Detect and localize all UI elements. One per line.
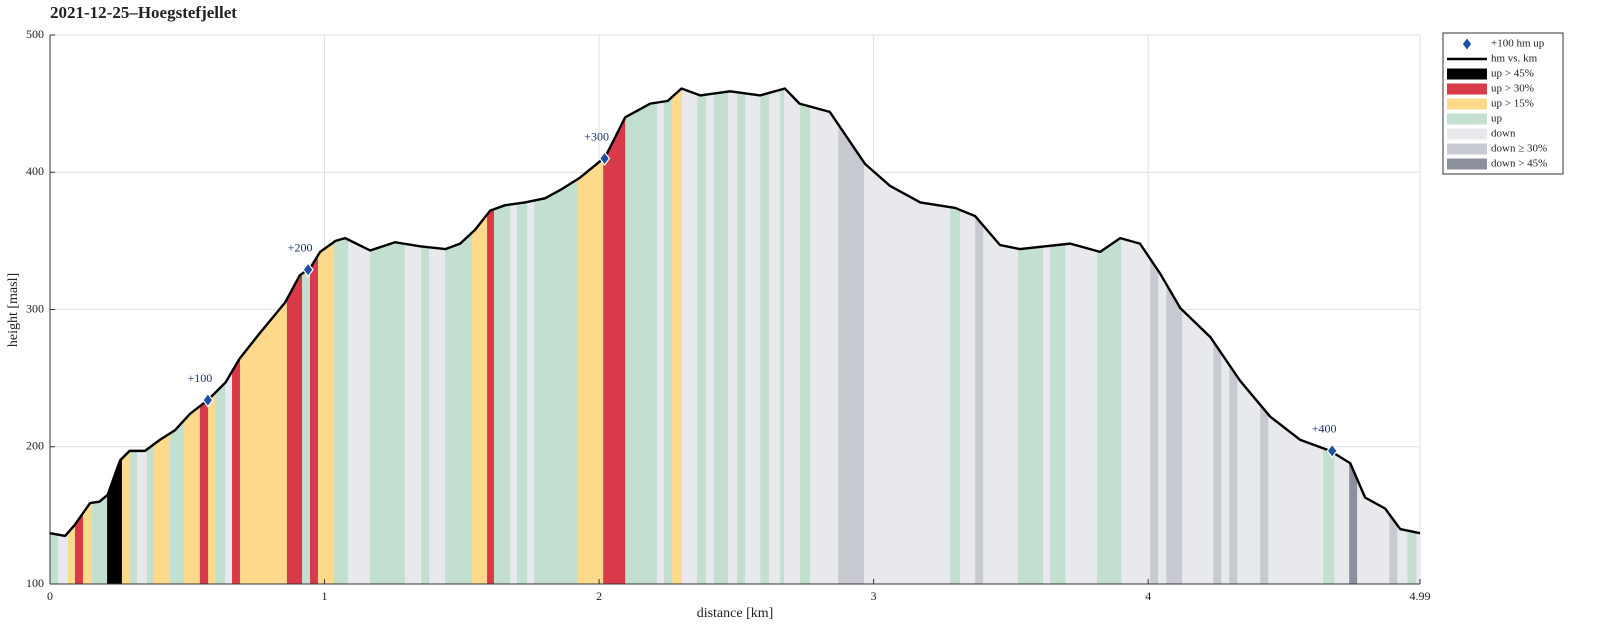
legend-label: down bbox=[1491, 128, 1516, 140]
y-tick-label: 100 bbox=[26, 576, 44, 590]
slope-band bbox=[302, 88, 311, 584]
legend: +100 hm up hm vs. km up > 45% up > 30% up > … bbox=[1442, 32, 1564, 175]
slope-band bbox=[429, 88, 446, 584]
slope-band bbox=[421, 88, 430, 584]
legend-label: up > 15% bbox=[1491, 98, 1534, 110]
slope-band bbox=[769, 88, 781, 584]
slope-band bbox=[745, 88, 761, 584]
legend-label: up > 30% bbox=[1491, 83, 1534, 95]
y-tick-label: 400 bbox=[26, 164, 44, 178]
slope-band bbox=[780, 88, 785, 584]
slope-band bbox=[810, 88, 839, 584]
slope-band bbox=[864, 88, 951, 584]
legend-label: down ≥ 30% bbox=[1491, 143, 1547, 155]
x-tick-label: 0 bbox=[47, 589, 53, 603]
milestone-marker bbox=[598, 151, 611, 167]
slope-band bbox=[445, 88, 473, 584]
slope-band bbox=[603, 88, 626, 584]
slope-band bbox=[527, 88, 535, 584]
slope-band bbox=[682, 88, 698, 584]
slope-band bbox=[737, 88, 746, 584]
slope-band bbox=[1121, 88, 1151, 584]
slope-band bbox=[1158, 88, 1167, 584]
milestone-marker bbox=[1326, 443, 1338, 459]
slope-band bbox=[697, 88, 707, 584]
x-tick-label: 1 bbox=[322, 589, 328, 603]
slope-band bbox=[348, 88, 371, 584]
slope-band bbox=[784, 88, 801, 584]
slope-band bbox=[714, 88, 729, 584]
legend-marker bbox=[1462, 38, 1472, 50]
x-tick-label: 2 bbox=[596, 589, 602, 603]
legend-swatch bbox=[1447, 158, 1487, 170]
x-axis-label: distance [km] bbox=[697, 606, 774, 621]
slope-band bbox=[960, 88, 976, 584]
slope-band bbox=[800, 88, 811, 584]
slope-band bbox=[728, 88, 738, 584]
slope-band bbox=[625, 88, 658, 584]
slope-band bbox=[664, 88, 673, 584]
slope-band bbox=[309, 88, 319, 584]
milestone-marker bbox=[202, 392, 214, 408]
x-tick-label: 4 bbox=[1145, 589, 1151, 603]
legend-swatch bbox=[1447, 98, 1487, 110]
legend-swatch bbox=[1447, 83, 1487, 95]
slope-band bbox=[1097, 88, 1122, 584]
legend-label: hm vs. km bbox=[1491, 53, 1538, 65]
slope-band bbox=[471, 88, 488, 584]
slope-band bbox=[1065, 88, 1098, 584]
slope-band bbox=[1043, 88, 1051, 584]
slope-band bbox=[333, 88, 349, 584]
slope-band bbox=[1150, 88, 1159, 584]
milestone-label: +200 bbox=[288, 240, 313, 254]
legend-swatch bbox=[1447, 113, 1487, 125]
milestone-label: +400 bbox=[1312, 422, 1337, 436]
y-tick-label: 500 bbox=[26, 27, 44, 41]
milestone-label: +100 bbox=[187, 371, 212, 385]
slope-band bbox=[1018, 88, 1044, 584]
slope-band bbox=[760, 88, 770, 584]
slope-band bbox=[657, 88, 665, 584]
chart-title: 2021-12-25–Hoegstefjellet bbox=[50, 3, 237, 22]
slope-band bbox=[706, 88, 715, 584]
legend-label: up bbox=[1491, 113, 1503, 125]
slope-band bbox=[370, 88, 406, 584]
x-tick-label: 3 bbox=[871, 589, 877, 603]
milestone-marker bbox=[302, 262, 314, 278]
milestone-label: +300 bbox=[584, 129, 609, 143]
y-tick-label: 300 bbox=[26, 301, 44, 315]
x-tick-label: 4.99 bbox=[1410, 589, 1431, 603]
slope-band bbox=[950, 88, 961, 584]
slope-band bbox=[317, 88, 334, 584]
plot-front: 100 200 300 400 500 0 1 2 3 4 4.99 +100 +200 +300 +400 bbox=[26, 27, 1431, 603]
legend-swatch bbox=[1447, 143, 1487, 155]
legend-swatch bbox=[1447, 128, 1487, 140]
slope-band bbox=[286, 88, 303, 584]
slope-band bbox=[975, 88, 984, 584]
y-tick-label: 200 bbox=[26, 439, 44, 453]
legend-label: up > 45% bbox=[1491, 68, 1534, 80]
slope-band bbox=[517, 88, 528, 584]
slope-band bbox=[534, 88, 578, 584]
slope-band bbox=[1050, 88, 1066, 584]
slope-band bbox=[493, 88, 511, 584]
legend-swatch bbox=[1447, 68, 1487, 80]
slope-band bbox=[983, 88, 1019, 584]
legend-label: down > 45% bbox=[1491, 158, 1547, 170]
slope-band bbox=[672, 88, 683, 584]
slope-band bbox=[404, 88, 422, 584]
slope-band bbox=[577, 88, 604, 584]
slope-band bbox=[510, 88, 518, 584]
legend-label: +100 hm up bbox=[1491, 38, 1545, 50]
slope-band bbox=[487, 88, 495, 584]
slope-band bbox=[838, 88, 865, 584]
y-axis-label: height [masl] bbox=[6, 273, 21, 347]
